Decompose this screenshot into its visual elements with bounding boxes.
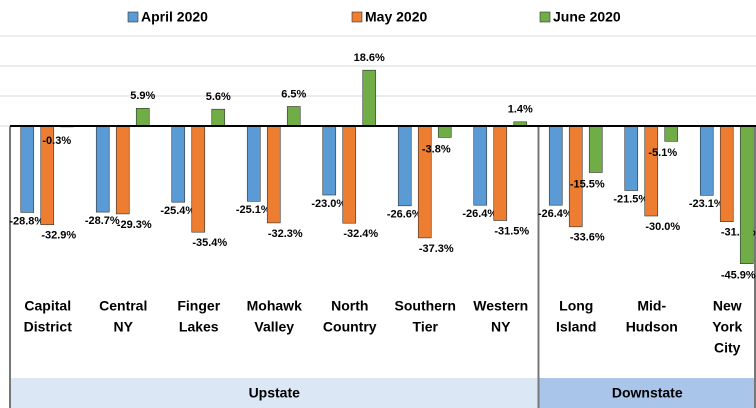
x-tick-label: New xyxy=(713,298,742,314)
x-tick-label: NY xyxy=(491,319,511,335)
x-tick-label: Mid- xyxy=(637,298,666,314)
value-label: -30.0% xyxy=(645,221,680,233)
bar xyxy=(322,125,337,196)
value-label: -15.5% xyxy=(570,178,605,190)
bar xyxy=(397,125,412,207)
x-tick-label: Lakes xyxy=(179,319,219,335)
group-band xyxy=(10,378,539,408)
x-tick-label: City xyxy=(714,340,741,356)
value-label: -33.6% xyxy=(570,232,605,244)
bar xyxy=(191,125,206,233)
bar xyxy=(588,125,603,173)
value-label: -29.3% xyxy=(117,219,152,231)
x-tick-label: North xyxy=(331,298,368,314)
bar xyxy=(115,125,130,215)
x-tick-label: Long xyxy=(559,298,593,314)
value-label: -25.4% xyxy=(160,205,195,217)
bar xyxy=(739,125,754,264)
x-tick-label: York xyxy=(712,319,742,335)
bar xyxy=(246,125,261,202)
bar xyxy=(719,125,734,222)
value-label: -23.0% xyxy=(311,198,346,210)
legend-swatch xyxy=(539,11,551,23)
value-label: -0.3% xyxy=(42,135,71,147)
x-tick-label: Country xyxy=(323,319,377,335)
bar xyxy=(664,125,679,142)
bar xyxy=(286,106,301,127)
value-label: -45.9% xyxy=(721,270,756,282)
value-label: -3.8% xyxy=(422,143,451,155)
x-tick-label: Capital xyxy=(24,298,71,314)
bar xyxy=(211,108,226,127)
bar xyxy=(437,125,452,138)
bar xyxy=(473,125,488,206)
value-label: 18.6% xyxy=(354,52,385,64)
bar xyxy=(171,125,186,203)
value-label: -26.6% xyxy=(387,209,422,221)
x-tick-label: District xyxy=(24,319,73,335)
value-label: -23.1% xyxy=(689,198,724,210)
value-label: -26.4% xyxy=(462,208,497,220)
bar xyxy=(493,125,508,221)
group-label: Upstate xyxy=(249,385,301,401)
x-tick-label: Finger xyxy=(177,298,220,314)
bar xyxy=(362,69,377,127)
value-label: -31.5% xyxy=(494,225,529,237)
bar xyxy=(548,125,563,206)
value-label: -21.5% xyxy=(613,193,648,205)
x-tick-label: Mohawk xyxy=(247,298,302,314)
bar xyxy=(342,125,357,224)
legend-swatch xyxy=(351,11,363,23)
value-label: 5.6% xyxy=(206,91,231,103)
value-label: 6.5% xyxy=(281,88,306,100)
x-tick-label: Island xyxy=(556,319,596,335)
value-label: 1.4% xyxy=(508,104,533,116)
bar xyxy=(95,125,110,213)
value-label: -28.7% xyxy=(85,215,120,227)
value-label: -32.4% xyxy=(343,228,378,240)
x-tick-label: Hudson xyxy=(626,319,678,335)
bar xyxy=(568,125,583,228)
value-label: 5.9% xyxy=(130,90,155,102)
legend-swatch xyxy=(127,11,139,23)
value-label: -25.1% xyxy=(236,204,271,216)
value-label: -28.8% xyxy=(9,215,44,227)
group-band xyxy=(538,378,756,408)
x-tick-label: Central xyxy=(99,298,147,314)
x-tick-label: NY xyxy=(114,319,134,335)
legend-label: April 2020 xyxy=(141,9,208,25)
bar xyxy=(644,125,659,217)
bar xyxy=(624,125,639,191)
x-tick-label: Tier xyxy=(413,319,439,335)
bar xyxy=(135,108,150,127)
value-label: -26.4% xyxy=(538,208,573,220)
value-label: -37.3% xyxy=(419,243,454,255)
legend-label: May 2020 xyxy=(365,9,427,25)
legend-label: June 2020 xyxy=(553,9,621,25)
group-label: Downstate xyxy=(612,385,683,401)
value-label: -32.9% xyxy=(41,230,76,242)
value-label: -32.3% xyxy=(268,228,303,240)
x-tick-label: Western xyxy=(473,298,528,314)
value-label: -35.4% xyxy=(192,237,227,249)
bar xyxy=(699,125,714,196)
bar xyxy=(20,125,35,213)
value-label: -5.1% xyxy=(648,147,677,159)
bar xyxy=(266,125,281,224)
x-tick-label: Valley xyxy=(254,319,294,335)
x-tick-label: Southern xyxy=(395,298,456,314)
